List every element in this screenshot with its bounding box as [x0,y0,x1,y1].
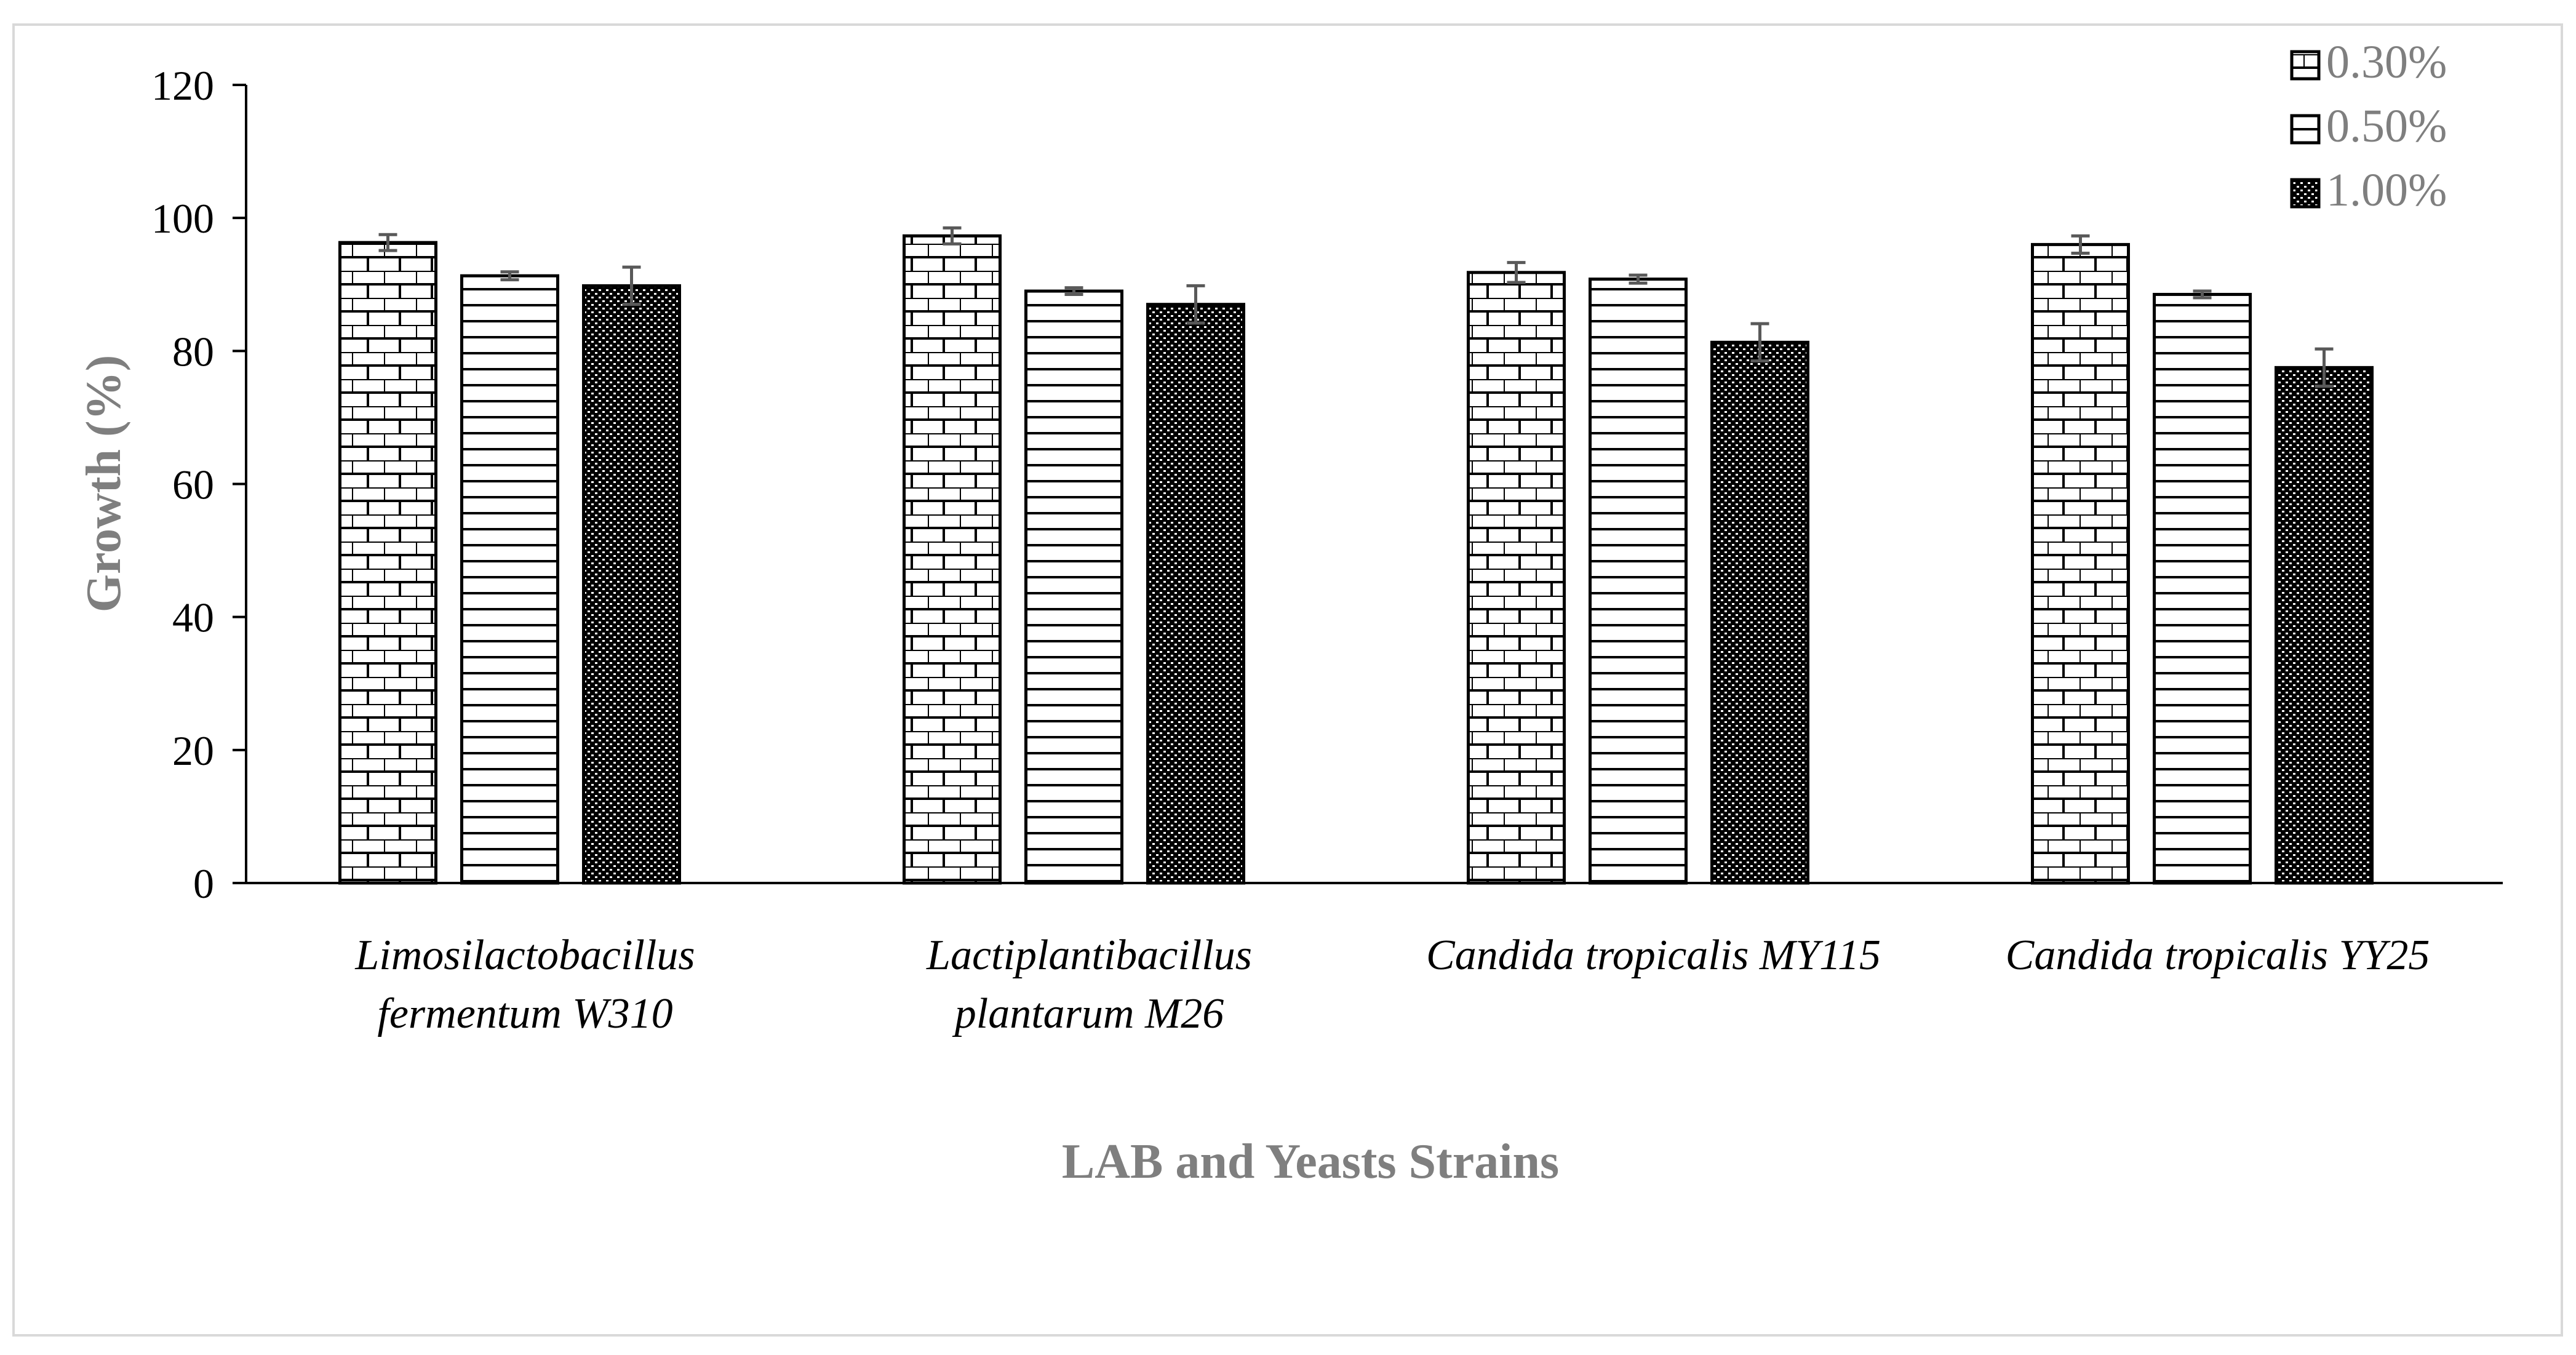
x-category-label: plantarum M26 [952,990,1224,1037]
x-category-label: Limosilactobacillus [354,932,695,979]
bar-0-30pct-cat1 [338,241,437,885]
legend-swatch-0-50pct [2290,114,2321,145]
y-tick-label: 80 [172,328,214,375]
bar-0-30pct-cat3 [1467,271,1566,885]
y-tick-label: 120 [151,62,214,109]
x-category-label: Candida tropicalis YY25 [2006,932,2430,979]
bar-0-30pct-cat4 [2031,242,2130,885]
legend-label: 0.30% [2326,36,2447,88]
bar-0-50pct-cat1 [460,274,559,885]
bar-0-50pct-cat3 [1589,278,1688,885]
y-tick-label: 100 [151,195,214,242]
legend-swatch-1-00pct [2290,178,2321,209]
y-tick-label: 0 [193,860,214,907]
plot-area [338,226,2374,885]
y-tick-label: 20 [172,727,214,774]
y-axis-title: Growth (%) [77,355,131,612]
legend-label: 0.50% [2326,100,2447,152]
bar-1-00pct-cat3 [1710,340,1809,885]
bar-1-00pct-cat4 [2275,366,2374,885]
bar-0-30pct-cat2 [903,234,1002,885]
bar-0-50pct-cat4 [2153,292,2252,885]
x-category-label: Candida tropicalis MY115 [1426,932,1881,979]
y-tick-label: 60 [172,462,214,508]
bar-0-50pct-cat2 [1024,289,1123,885]
legend-label: 1.00% [2326,164,2447,216]
x-axis-title: LAB and Yeasts Strains [1062,1135,1559,1189]
bar-1-00pct-cat1 [582,284,681,885]
chart-border [12,23,2563,1337]
bar-1-00pct-cat2 [1146,303,1245,885]
x-category-label: fermentum W310 [377,990,672,1037]
legend-swatch-0-30pct [2290,50,2321,81]
x-category-label: Lactiplantibacillus [926,932,1252,979]
y-tick-label: 40 [172,594,214,641]
legend: 0.30% 0.50% 1.00% [2290,36,2447,216]
